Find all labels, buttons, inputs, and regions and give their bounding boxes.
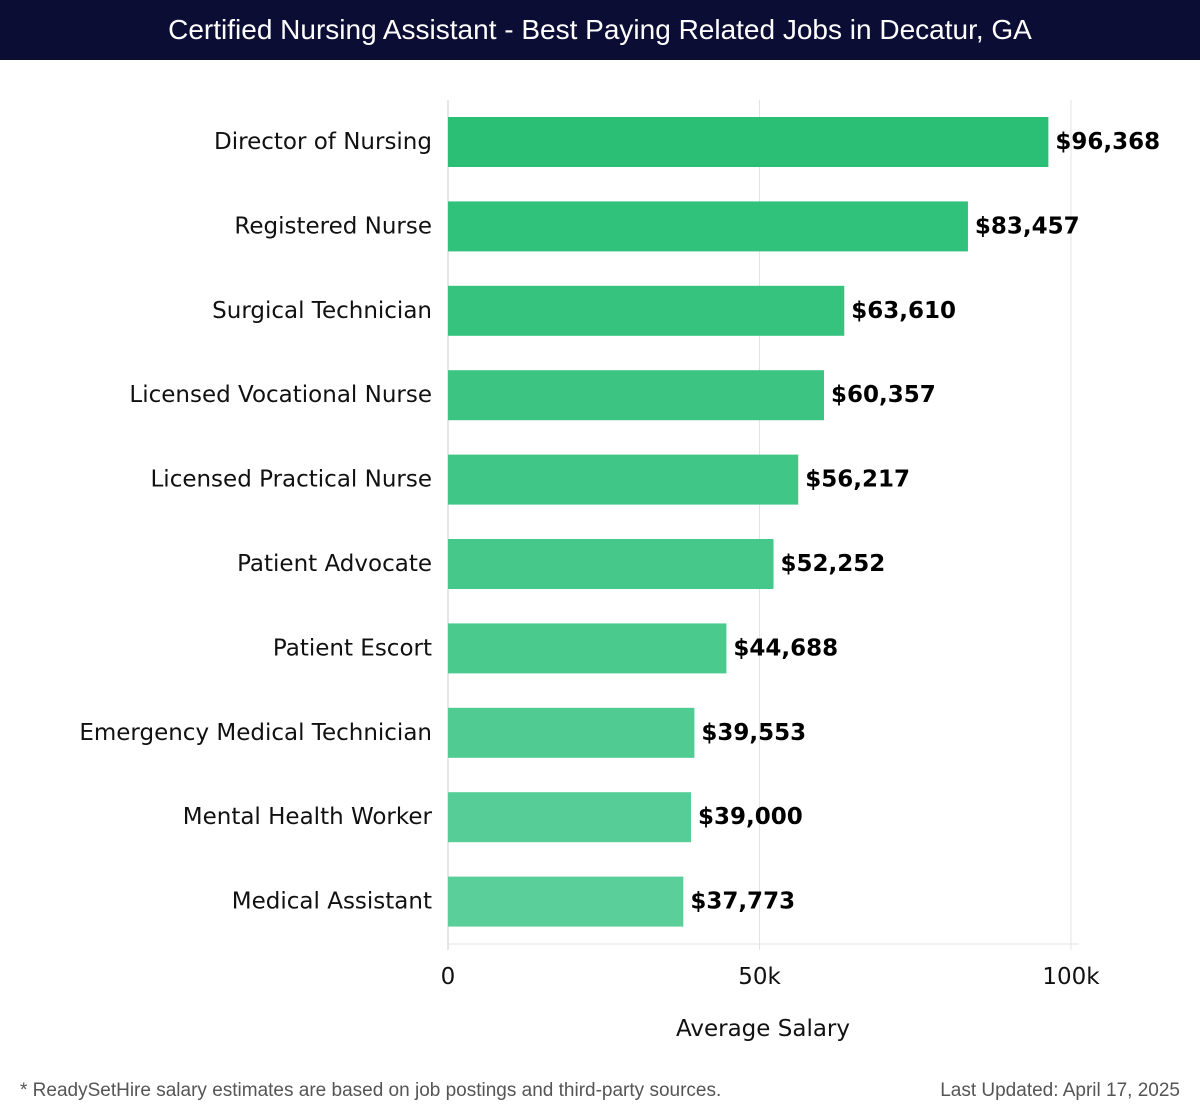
x-tick-label: 0 [441,964,456,990]
category-label: Mental Health Worker [183,804,433,830]
value-labels: $96,368 $83,457 $63,610 $60,357 $56,217 $52,2… [690,129,1160,915]
x-axis-ticks: 0 50k 100k [441,964,1101,990]
value-label: $63,610 [851,298,956,324]
category-label: Emergency Medical Technician [79,720,432,746]
bar [448,539,774,589]
value-label: $44,688 [733,635,838,661]
category-label: Director of Nursing [214,129,432,155]
x-tick-label: 50k [738,964,781,990]
value-label: $52,252 [781,551,886,577]
category-label: Patient Escort [273,635,432,661]
value-label: $56,217 [805,467,910,493]
bar [448,707,695,758]
value-label: $39,553 [701,720,806,746]
category-label: Patient Advocate [237,551,432,577]
bar [448,285,845,336]
chart-title: Certified Nursing Assistant - Best Payin… [168,14,1032,45]
bar [448,454,799,505]
chart-title-bar: Certified Nursing Assistant - Best Payin… [0,0,1200,60]
value-label: $39,000 [698,804,803,830]
salary-bar-chart: Director of Nursing Registered Nurse Surgi… [79,100,1160,1042]
bar [448,201,968,252]
footnote: * ReadySetHire salary estimates are base… [20,1080,722,1101]
bar [448,623,727,674]
category-label: Registered Nurse [234,213,432,239]
category-label: Surgical Technician [212,298,432,324]
category-label: Licensed Practical Nurse [150,467,432,493]
x-axis-label: Average Salary [676,1016,850,1042]
bars [448,117,1049,927]
category-label: Licensed Vocational Nurse [129,382,432,408]
bar [448,876,684,927]
value-label: $96,368 [1055,129,1160,155]
value-label: $83,457 [975,213,1080,239]
value-label: $60,357 [831,382,936,408]
category-labels: Director of Nursing Registered Nurse Surgi… [79,129,432,915]
category-label: Medical Assistant [232,889,432,915]
bar [448,117,1049,167]
bar [448,370,825,421]
last-updated: Last Updated: April 17, 2025 [940,1080,1180,1101]
bar [448,792,691,843]
value-label: $37,773 [690,889,795,915]
x-tick-label: 100k [1042,964,1100,990]
